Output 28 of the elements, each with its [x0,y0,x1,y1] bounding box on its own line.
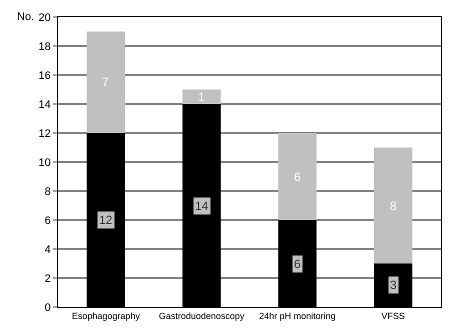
y-tick-label: 18 [38,40,51,53]
data-label: 6 [294,257,301,271]
y-tick-label: 2 [44,272,51,285]
y-axis-title: No. [17,11,34,23]
x-tick-label: 24hr pH monitoring [259,310,336,321]
data-label: 14 [195,199,209,213]
y-tick-label: 14 [38,98,51,111]
bar [182,90,221,104]
y-tick-label: 20 [38,12,51,24]
y-tick-label: 8 [44,186,51,198]
y-tick-label: 0 [44,302,51,314]
data-label: 3 [390,278,397,292]
y-tick-label: 12 [38,128,51,140]
bar [374,148,412,264]
data-label: 8 [390,199,397,213]
x-tick-label: Gastroduodenoscopy [158,310,245,321]
y-tick-label: 16 [38,70,51,82]
data-label: 7 [102,75,109,89]
data-label: 6 [294,170,301,184]
x-tick-label: VFSS [381,310,405,321]
bar [278,133,317,220]
bar [86,32,126,133]
data-label: 12 [99,213,113,227]
data-label: 1 [198,90,205,104]
y-tick-label: 4 [44,244,51,256]
y-tick-label: 6 [44,214,51,227]
x-tick-label: Esophagography [72,310,140,321]
y-tick-label: 10 [38,156,51,169]
